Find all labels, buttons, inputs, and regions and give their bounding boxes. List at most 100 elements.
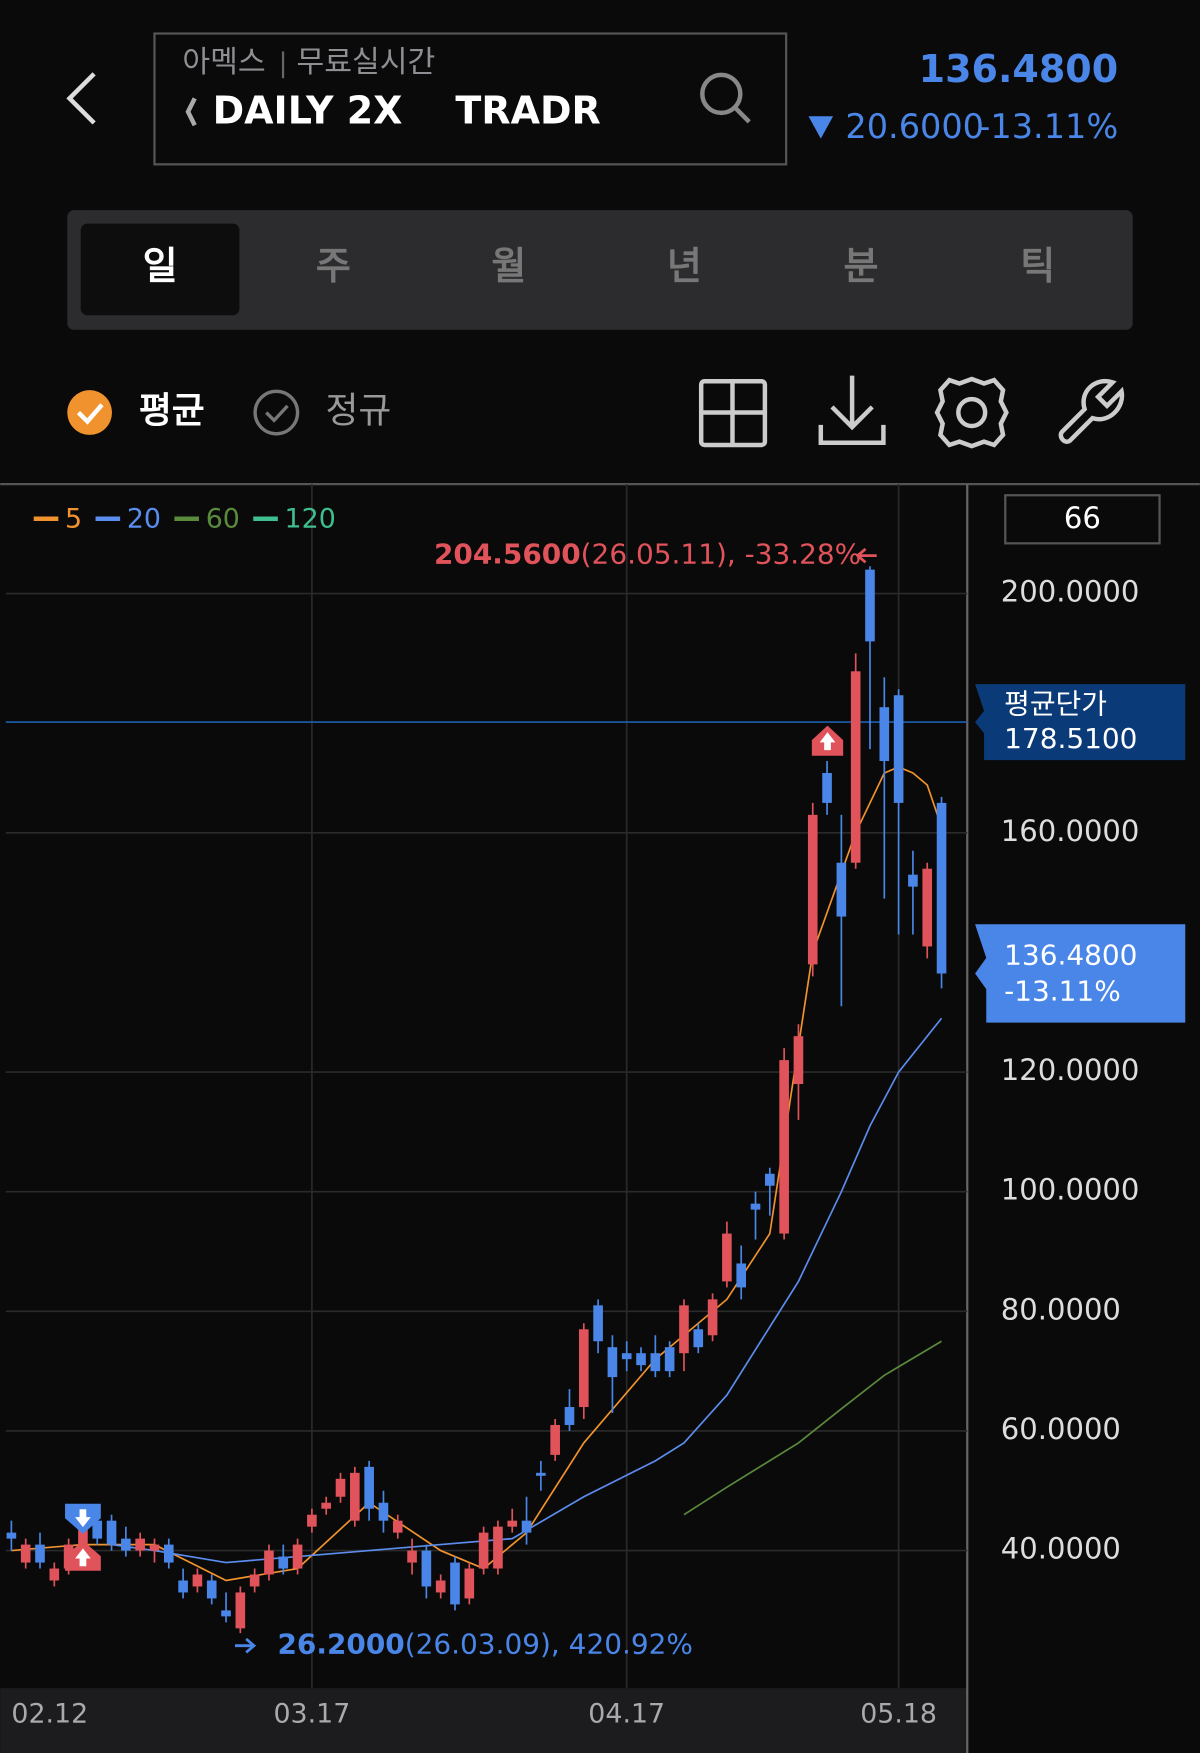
candle-body	[278, 1556, 289, 1569]
tools-icon[interactable]	[1058, 378, 1125, 444]
change-rate: -13.11%	[978, 107, 1118, 146]
candle-body	[707, 1299, 718, 1336]
y-tick-label: 40.0000	[1001, 1532, 1121, 1566]
candle-body	[621, 1353, 632, 1360]
x-tick-label: 02.12	[11, 1698, 88, 1729]
candle-body	[507, 1520, 518, 1527]
candle-body	[850, 671, 861, 863]
candle-body	[49, 1568, 60, 1581]
candle-body	[550, 1424, 560, 1455]
candle-body	[464, 1568, 475, 1599]
candle-body	[135, 1538, 145, 1551]
candle-body	[636, 1353, 646, 1366]
symbol: DAILY 2X TRADR	[213, 88, 601, 132]
candle-body	[92, 1520, 103, 1539]
toggle-label: 평균	[139, 391, 205, 432]
tab-selected	[80, 223, 240, 316]
tab-bar	[67, 210, 1133, 330]
candle-body	[478, 1532, 489, 1569]
tab[interactable]: 월	[491, 244, 526, 288]
candle-body	[493, 1526, 503, 1569]
candle-body	[178, 1580, 188, 1593]
candle-body	[536, 1472, 546, 1476]
candle-body	[35, 1544, 45, 1563]
current-price-tag	[975, 924, 1186, 1023]
candle-body	[307, 1514, 317, 1527]
candle-body	[793, 1036, 804, 1085]
candle-body	[865, 569, 875, 642]
low-annotation: 26.2000(26.03.09), 420.92%	[277, 1628, 693, 1661]
layout-icon-lines	[701, 381, 765, 445]
candle-body	[221, 1610, 231, 1617]
y-tick-label: 120.0000	[1001, 1053, 1140, 1087]
y-tick-label: 160.0000	[1001, 814, 1140, 848]
candle-body	[206, 1580, 217, 1599]
x-tick-label: 05.18	[860, 1698, 937, 1729]
candle-body	[378, 1502, 389, 1521]
tab[interactable]: 주	[316, 244, 351, 288]
search-box[interactable]	[153, 32, 788, 166]
back-button[interactable]	[66, 72, 96, 125]
candle-body	[578, 1329, 589, 1408]
candle-body	[149, 1544, 160, 1551]
candle-body	[350, 1472, 360, 1521]
candle-body	[908, 874, 918, 887]
candle-body	[6, 1532, 17, 1539]
candle-body	[722, 1233, 732, 1282]
legend-label: 120	[285, 503, 336, 534]
candle-body	[249, 1574, 260, 1587]
x-axis-strip	[0, 1688, 968, 1753]
tab[interactable]: 틱	[1020, 244, 1055, 288]
legend-label: 5	[65, 503, 82, 534]
candle-body	[364, 1466, 374, 1509]
period-box[interactable]	[1004, 494, 1161, 545]
toggle-unchecked[interactable]	[253, 389, 300, 436]
arrow	[819, 732, 836, 751]
legend-label: 60	[206, 503, 240, 534]
candle-body	[264, 1550, 274, 1575]
high-detail: (26.05.11), -33.28%	[581, 538, 862, 571]
candle-body	[564, 1407, 575, 1425]
price: 136.4800	[919, 47, 1119, 91]
y-tick-label: 80.0000	[1001, 1292, 1121, 1326]
candle-body	[693, 1329, 704, 1348]
current-price-label: 136.4800	[1004, 939, 1137, 972]
candle-body	[807, 814, 818, 965]
tab[interactable]: 년	[667, 244, 702, 288]
candle-body	[822, 772, 832, 803]
tab[interactable]: 분	[844, 244, 879, 288]
candle-body	[407, 1550, 417, 1563]
toggle-checked[interactable]	[67, 390, 112, 435]
candle-body	[235, 1592, 246, 1629]
settings-icon[interactable]	[956, 396, 988, 429]
high-arrow	[855, 547, 877, 564]
period-count: 66	[1064, 501, 1101, 535]
candle-body	[321, 1502, 332, 1509]
y-tick-label: 60.0000	[1001, 1412, 1121, 1446]
candle-body	[936, 802, 947, 974]
check	[265, 404, 289, 423]
y-tick-label: 200.0000	[1001, 575, 1140, 609]
candle-body	[335, 1478, 346, 1497]
search-icon[interactable]	[700, 72, 743, 116]
download-icon[interactable]	[818, 375, 886, 445]
candle-body	[922, 868, 933, 947]
candle-body	[106, 1520, 117, 1545]
candle-body	[20, 1544, 31, 1563]
tab[interactable]: 일	[143, 244, 178, 288]
arrow	[75, 1548, 91, 1567]
feed: 무료실시간	[296, 45, 435, 80]
check	[76, 403, 104, 425]
candle-body	[879, 707, 890, 762]
candle-body	[779, 1060, 789, 1234]
candle-body	[392, 1520, 403, 1533]
exchange: 아멕스	[182, 45, 265, 80]
candle-body	[421, 1550, 432, 1587]
moving-average	[683, 1340, 942, 1516]
candle-body	[292, 1544, 303, 1569]
search-icon-handle	[733, 105, 751, 124]
y-tick-label: 100.0000	[1001, 1173, 1140, 1207]
high-annotation: 204.5600(26.05.11), -33.28%	[434, 538, 861, 571]
candle-body	[450, 1562, 460, 1605]
